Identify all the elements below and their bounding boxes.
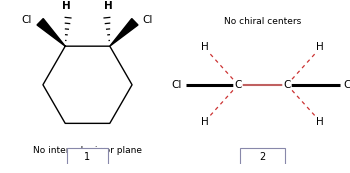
Text: Cl: Cl — [172, 80, 182, 90]
Text: No chiral centers: No chiral centers — [224, 17, 301, 26]
Text: Cl: Cl — [343, 80, 350, 90]
Text: H: H — [316, 117, 324, 127]
Text: H: H — [201, 42, 209, 52]
Text: H: H — [201, 117, 209, 127]
Polygon shape — [110, 19, 138, 46]
Text: H: H — [62, 1, 71, 11]
FancyBboxPatch shape — [67, 148, 108, 166]
Text: H: H — [104, 1, 113, 11]
Polygon shape — [37, 19, 65, 46]
Text: H: H — [316, 42, 324, 52]
Text: C: C — [234, 80, 242, 90]
Text: Cl: Cl — [143, 15, 153, 25]
Text: 2: 2 — [259, 152, 266, 162]
FancyBboxPatch shape — [240, 148, 285, 166]
Text: 1: 1 — [84, 152, 91, 162]
Text: C: C — [283, 80, 291, 90]
Text: Cl: Cl — [22, 15, 32, 25]
Text: No internal mirror plane: No internal mirror plane — [33, 145, 142, 154]
